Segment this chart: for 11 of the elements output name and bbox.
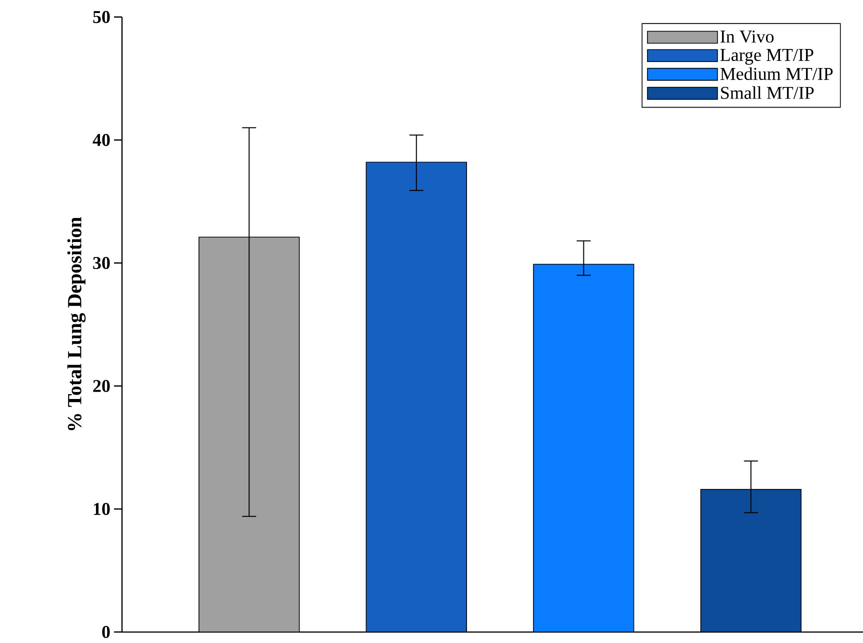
y-tick-label: 0 xyxy=(102,626,110,638)
y-tick-label: 30 xyxy=(93,256,110,270)
y-tick-label: 20 xyxy=(93,380,110,392)
legend-label: Medium MT/IP xyxy=(720,67,833,80)
legend-label: Small MT/IP xyxy=(721,86,814,99)
y-axis-title: % Total Lung Deposition xyxy=(67,217,86,430)
y-tick-label: 10 xyxy=(94,502,110,516)
legend-label: In Vivo xyxy=(720,30,774,43)
y-tick-label: 40 xyxy=(92,134,110,146)
legend-label: Large MT/IP xyxy=(720,48,814,65)
y-tick-label: 50 xyxy=(93,10,110,24)
